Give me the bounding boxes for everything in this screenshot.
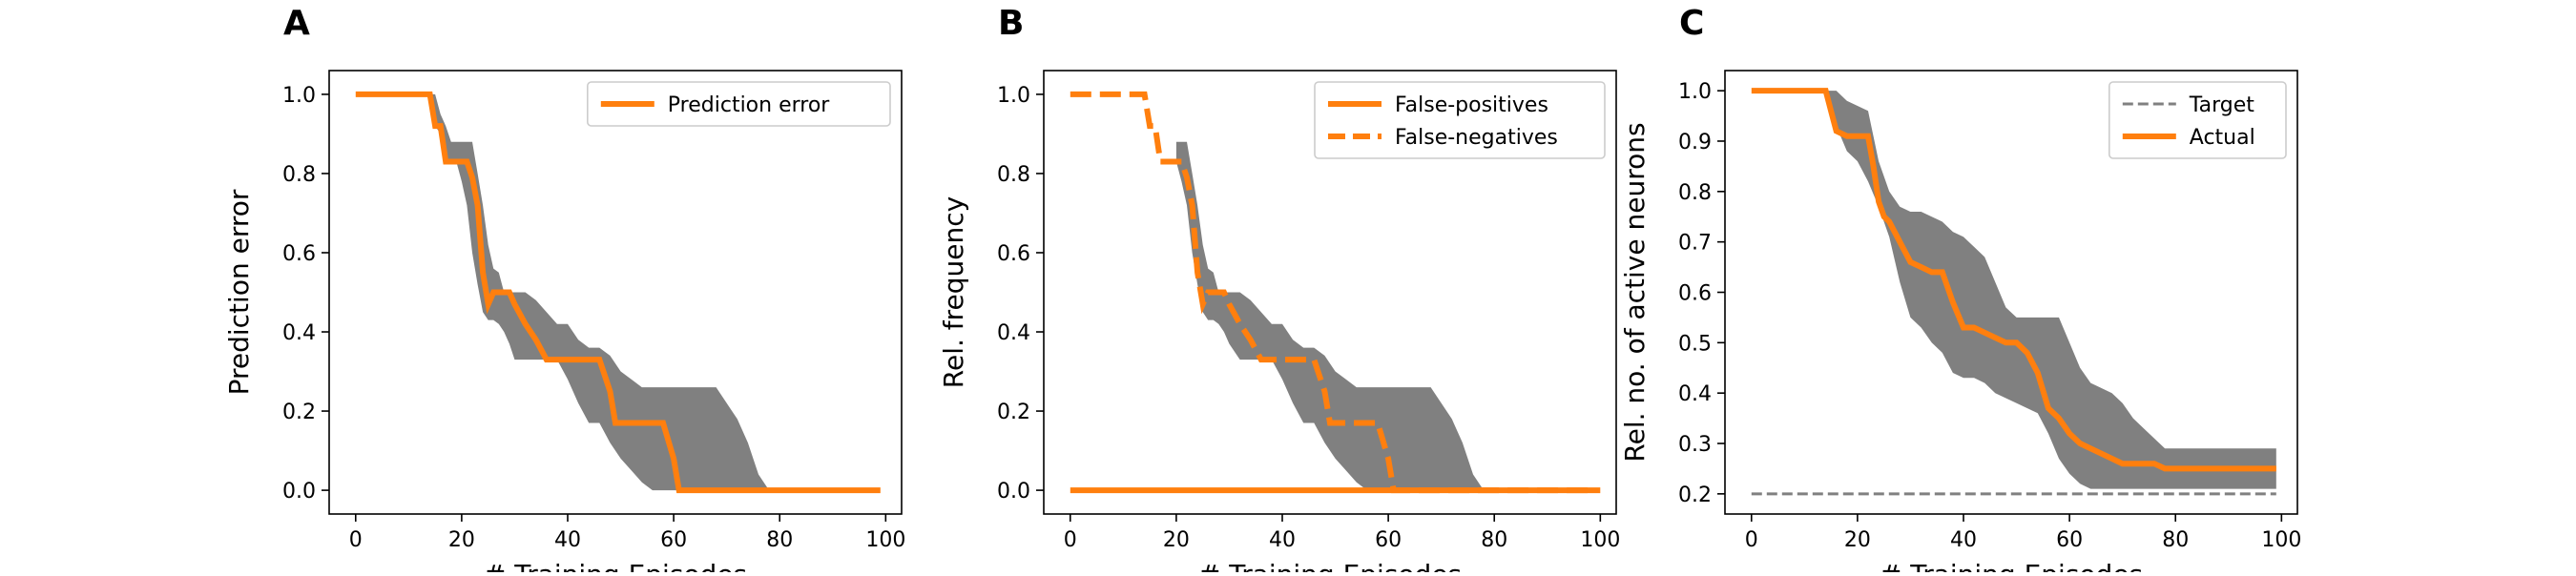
series-line-false-negatives <box>1070 91 1595 494</box>
y-tick-label: 0.2 <box>1678 483 1712 507</box>
x-tick-label: 100 <box>1580 528 1620 552</box>
y-axis-label: Rel. frequency <box>938 196 969 388</box>
y-tick-label: 0.4 <box>997 321 1030 345</box>
y-tick-label: 0.4 <box>1678 382 1712 406</box>
y-tick-label: 0.8 <box>1678 181 1712 205</box>
plot-area-c <box>1751 88 2276 496</box>
panel-letter-a: A <box>283 4 310 43</box>
x-tick-label: 0 <box>1745 528 1758 552</box>
x-tick-label: 20 <box>448 528 475 552</box>
y-tick-label: 0.9 <box>1678 131 1712 154</box>
y-tick-label: 0.0 <box>282 480 316 504</box>
x-tick-label: 100 <box>865 528 905 552</box>
x-tick-label: 0 <box>349 528 363 552</box>
x-axis-label: # Training Episodes <box>1198 559 1462 572</box>
legend-label: False-positives <box>1395 93 1548 117</box>
legend-label: Actual <box>2190 126 2255 150</box>
y-axis-label: Rel. no. of active neurons <box>1619 122 1651 462</box>
y-tick-label: 1.0 <box>1678 80 1712 104</box>
y-tick-label: 0.5 <box>1678 332 1712 356</box>
x-tick-label: 100 <box>2261 528 2301 552</box>
axes-frame <box>328 70 903 515</box>
y-axis-label: Prediction error <box>223 189 255 395</box>
x-tick-label: 80 <box>2162 528 2189 552</box>
variability-band <box>355 93 881 491</box>
y-tick-label: 0.2 <box>282 401 316 424</box>
y-tick-label: 0.6 <box>1678 282 1712 306</box>
legend-label: Target <box>2189 93 2254 117</box>
y-tick-label: 0.7 <box>1678 232 1712 256</box>
legend-label: False-negatives <box>1395 126 1558 150</box>
y-tick-label: 0.6 <box>282 242 316 266</box>
x-tick-label: 80 <box>1481 528 1507 552</box>
y-tick-label: 0.4 <box>282 321 316 345</box>
panel-letter-c: C <box>1679 4 1704 43</box>
legend-box <box>586 81 891 127</box>
plot-area-b <box>1070 91 1601 494</box>
legend: False-positives False-negatives <box>1314 81 1606 159</box>
axes-frame <box>1043 70 1617 515</box>
y-tick-label: 1.0 <box>282 84 316 108</box>
panel-letter-b: B <box>998 4 1024 43</box>
legend-box <box>1314 81 1606 159</box>
panel-c: C 0 20 40 60 80 100 0.2 0.3 0.4 0.5 0.6 0.7 0.8 0.9 1.0… <box>1619 4 2301 576</box>
y-tick-label: 0.8 <box>282 163 316 187</box>
y-tick-label: 1.0 <box>997 84 1030 108</box>
x-tick-label: 60 <box>660 528 687 552</box>
x-tick-label: 40 <box>1269 528 1296 552</box>
y-tick-label: 0.2 <box>997 401 1030 424</box>
x-tick-label: 40 <box>554 528 581 552</box>
legend-label: Prediction error <box>668 93 830 117</box>
x-tick-label: 60 <box>2056 528 2083 552</box>
y-tick-label: 0.6 <box>997 242 1030 266</box>
legend: Target Actual <box>2109 81 2287 159</box>
legend: Prediction error <box>586 81 891 127</box>
x-axis-label: # Training Episodes <box>484 559 747 572</box>
panel-a: A 0 20 40 60 80 100 0.0 0.2 0.4 0.6 0.8 1.0 # Trainin… <box>223 4 905 576</box>
x-tick-label: 80 <box>766 528 793 552</box>
variability-band <box>1751 91 2276 489</box>
variability-band <box>1175 141 1485 491</box>
series-line-prediction-error <box>355 91 881 494</box>
x-axis-label: # Training Episodes <box>1880 559 2143 572</box>
panel-b: B 0 20 40 60 80 100 0.0 0.2 0.4 0.6 0.8 1.0 # Trainin… <box>938 4 1620 576</box>
series-line-actual <box>1751 88 2276 472</box>
x-tick-label: 40 <box>1950 528 1977 552</box>
x-tick-label: 20 <box>1163 528 1190 552</box>
y-tick-label: 0.3 <box>1678 433 1712 457</box>
x-tick-label: 0 <box>1064 528 1077 552</box>
y-tick-label: 0.8 <box>997 163 1030 187</box>
x-tick-label: 20 <box>1844 528 1871 552</box>
plot-area-a <box>355 91 881 494</box>
x-tick-label: 60 <box>1375 528 1402 552</box>
y-tick-label: 0.0 <box>997 480 1030 504</box>
